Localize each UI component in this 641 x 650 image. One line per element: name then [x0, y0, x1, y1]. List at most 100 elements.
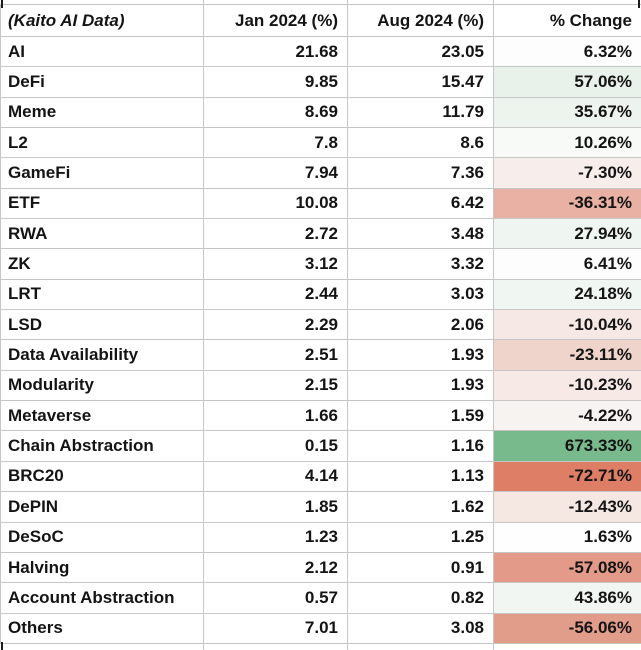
jan-value-cell[interactable]: 2.44: [203, 278, 348, 311]
change-value-cell[interactable]: -56.06%: [493, 612, 641, 644]
change-value-cell[interactable]: -10.04%: [493, 309, 641, 341]
change-value-cell[interactable]: 673.33%: [493, 430, 641, 462]
category-cell[interactable]: AI: [0, 35, 204, 68]
table-row: L2 7.8 8.6 10.26%: [0, 127, 641, 159]
table-row: Chain Abstraction 0.15 1.16 673.33%: [0, 430, 641, 462]
change-value-cell[interactable]: 27.94%: [493, 218, 641, 250]
category-cell[interactable]: Account Abstraction: [0, 582, 204, 614]
aug-value-cell[interactable]: 2.06: [347, 309, 494, 341]
change-value-cell[interactable]: 10.26%: [493, 127, 641, 159]
jan-value-cell[interactable]: 2.51: [203, 339, 348, 371]
table-row: Halving 2.12 0.91 -57.08%: [0, 551, 641, 584]
jan-value-cell[interactable]: 0.57: [203, 582, 348, 614]
aug-value-cell[interactable]: 15.47: [347, 66, 494, 98]
category-cell[interactable]: Metaverse: [0, 400, 204, 432]
aug-value-cell[interactable]: 23.05: [347, 35, 494, 68]
header-aug-2024[interactable]: Aug 2024 (%): [347, 4, 494, 37]
jan-value-cell[interactable]: 7.94: [203, 157, 348, 189]
header-pct-change[interactable]: % Change: [493, 4, 641, 37]
aug-value-cell[interactable]: 1.62: [347, 491, 494, 523]
change-value-cell[interactable]: -57.08%: [493, 551, 641, 584]
aug-value-cell[interactable]: 8.6: [347, 127, 494, 159]
category-cell[interactable]: DeSoC: [0, 521, 204, 553]
header-category[interactable]: (Kaito AI Data): [0, 4, 204, 37]
jan-value-cell[interactable]: 2.29: [203, 309, 348, 341]
jan-value-cell[interactable]: 1.85: [203, 491, 348, 523]
jan-value-cell[interactable]: 2.12: [203, 551, 348, 584]
category-cell[interactable]: DeFi: [0, 66, 204, 98]
jan-value-cell[interactable]: 4.14: [203, 460, 348, 493]
category-cell[interactable]: Chain Abstraction: [0, 430, 204, 462]
aug-value-cell[interactable]: 7.36: [347, 157, 494, 189]
aug-value-cell[interactable]: 1.93: [347, 339, 494, 371]
jan-value-cell[interactable]: 21.68: [203, 35, 348, 68]
category-cell[interactable]: L2: [0, 127, 204, 159]
change-value-cell[interactable]: -23.11%: [493, 339, 641, 371]
category-cell[interactable]: DePIN: [0, 491, 204, 523]
jan-value-cell[interactable]: 2.72: [203, 218, 348, 250]
category-cell[interactable]: LSD: [0, 309, 204, 341]
table-row: LSD 2.29 2.06 -10.04%: [0, 309, 641, 341]
change-value-cell[interactable]: -4.22%: [493, 400, 641, 432]
category-cell[interactable]: ZK: [0, 248, 204, 280]
crop-border-mark: [1, 642, 3, 650]
table-row: DeSoC 1.23 1.25 1.63%: [0, 521, 641, 553]
change-value-cell[interactable]: 24.18%: [493, 278, 641, 311]
category-cell[interactable]: Others: [0, 612, 204, 644]
aug-value-cell[interactable]: 6.42: [347, 187, 494, 220]
change-value-cell[interactable]: 57.06%: [493, 66, 641, 98]
aug-value-cell[interactable]: 3.48: [347, 218, 494, 250]
partial-row-bottom: [0, 644, 641, 650]
category-cell[interactable]: Modularity: [0, 369, 204, 402]
aug-value-cell[interactable]: 3.03: [347, 278, 494, 311]
change-value-cell[interactable]: 43.86%: [493, 582, 641, 614]
category-cell[interactable]: BRC20: [0, 460, 204, 493]
jan-value-cell[interactable]: 1.66: [203, 400, 348, 432]
grid-line: [203, 0, 204, 4]
change-value-cell[interactable]: 1.63%: [493, 521, 641, 553]
jan-value-cell[interactable]: 1.23: [203, 521, 348, 553]
aug-value-cell[interactable]: 0.91: [347, 551, 494, 584]
aug-value-cell[interactable]: 1.59: [347, 400, 494, 432]
jan-value-cell[interactable]: 2.15: [203, 369, 348, 402]
category-cell[interactable]: GameFi: [0, 157, 204, 189]
change-value-cell[interactable]: 6.32%: [493, 35, 641, 68]
category-cell[interactable]: Data Availability: [0, 339, 204, 371]
change-value-cell[interactable]: -72.71%: [493, 460, 641, 493]
aug-value-cell[interactable]: 1.93: [347, 369, 494, 402]
change-value-cell[interactable]: -36.31%: [493, 187, 641, 220]
category-cell[interactable]: ETF: [0, 187, 204, 220]
jan-value-cell[interactable]: 8.69: [203, 96, 348, 129]
header-jan-2024[interactable]: Jan 2024 (%): [203, 4, 348, 37]
category-cell[interactable]: Meme: [0, 96, 204, 129]
aug-value-cell[interactable]: 11.79: [347, 96, 494, 129]
change-value-cell[interactable]: -12.43%: [493, 491, 641, 523]
aug-value-cell[interactable]: 3.08: [347, 612, 494, 644]
jan-value-cell[interactable]: 7.01: [203, 612, 348, 644]
aug-value-cell[interactable]: 1.13: [347, 460, 494, 493]
table-body: AI 21.68 23.05 6.32% DeFi 9.85 15.47 57.…: [0, 35, 641, 644]
crop-border-mark: [638, 0, 640, 8]
table-row: LRT 2.44 3.03 24.18%: [0, 278, 641, 311]
jan-value-cell[interactable]: 9.85: [203, 66, 348, 98]
table-row: DeFi 9.85 15.47 57.06%: [0, 66, 641, 98]
aug-value-cell[interactable]: 1.16: [347, 430, 494, 462]
table-row: ZK 3.12 3.32 6.41%: [0, 248, 641, 280]
table-row: Meme 8.69 11.79 35.67%: [0, 96, 641, 129]
jan-value-cell[interactable]: 3.12: [203, 248, 348, 280]
change-value-cell[interactable]: 35.67%: [493, 96, 641, 129]
aug-value-cell[interactable]: 3.32: [347, 248, 494, 280]
change-value-cell[interactable]: -7.30%: [493, 157, 641, 189]
aug-value-cell[interactable]: 1.25: [347, 521, 494, 553]
change-value-cell[interactable]: -10.23%: [493, 369, 641, 402]
aug-value-cell[interactable]: 0.82: [347, 582, 494, 614]
category-cell[interactable]: Halving: [0, 551, 204, 584]
table-row: Data Availability 2.51 1.93 -23.11%: [0, 339, 641, 371]
category-cell[interactable]: LRT: [0, 278, 204, 311]
category-cell[interactable]: RWA: [0, 218, 204, 250]
partial-row-top: [0, 0, 641, 4]
jan-value-cell[interactable]: 7.8: [203, 127, 348, 159]
jan-value-cell[interactable]: 10.08: [203, 187, 348, 220]
change-value-cell[interactable]: 6.41%: [493, 248, 641, 280]
jan-value-cell[interactable]: 0.15: [203, 430, 348, 462]
